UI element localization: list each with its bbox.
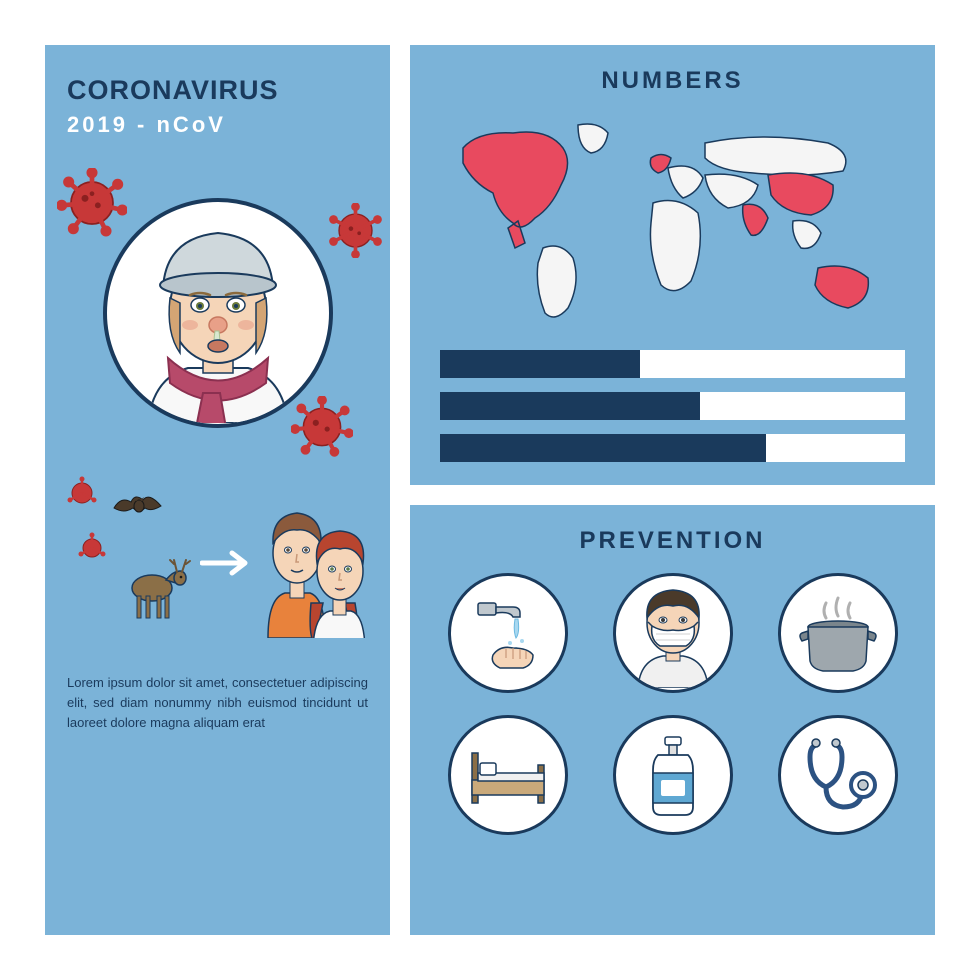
bar-fill — [440, 434, 766, 462]
prevention-wear-mask-icon — [613, 573, 733, 693]
right-panel: NUMBERS — [410, 45, 935, 935]
subtitle: 2019 - nCoV — [67, 112, 368, 138]
transmission-chain — [67, 473, 368, 653]
stats-bars — [440, 350, 905, 462]
bar-1 — [440, 350, 905, 378]
description-text: Lorem ipsum dolor sit amet, consectetuer… — [67, 673, 368, 733]
sick-person-illustration — [67, 173, 368, 453]
left-panel: CORONAVIRUS 2019 - nCoV — [45, 45, 390, 935]
prevention-doctor-icon — [778, 715, 898, 835]
virus-icon — [291, 396, 353, 458]
virus-icon — [328, 203, 383, 258]
bar-fill — [440, 350, 640, 378]
bat-icon — [114, 497, 161, 512]
world-map — [440, 113, 905, 328]
bar-3 — [440, 434, 905, 462]
prevention-cook-food-icon — [778, 573, 898, 693]
main-title: CORONAVIRUS — [67, 75, 368, 106]
prevention-rest-bed-icon — [448, 715, 568, 835]
bar-2 — [440, 392, 905, 420]
prevention-disinfect-icon — [613, 715, 733, 835]
prevention-wash-hands-icon — [448, 573, 568, 693]
sick-person-circle — [103, 198, 333, 428]
prevention-card: PREVENTION — [410, 505, 935, 935]
virus-icon — [57, 168, 127, 238]
deer-icon — [132, 560, 190, 618]
numbers-card: NUMBERS — [410, 45, 935, 485]
arrow-icon — [200, 548, 255, 578]
numbers-title: NUMBERS — [440, 67, 905, 95]
people-icon — [258, 473, 368, 653]
bar-fill — [440, 392, 700, 420]
prevention-title: PREVENTION — [440, 527, 905, 555]
